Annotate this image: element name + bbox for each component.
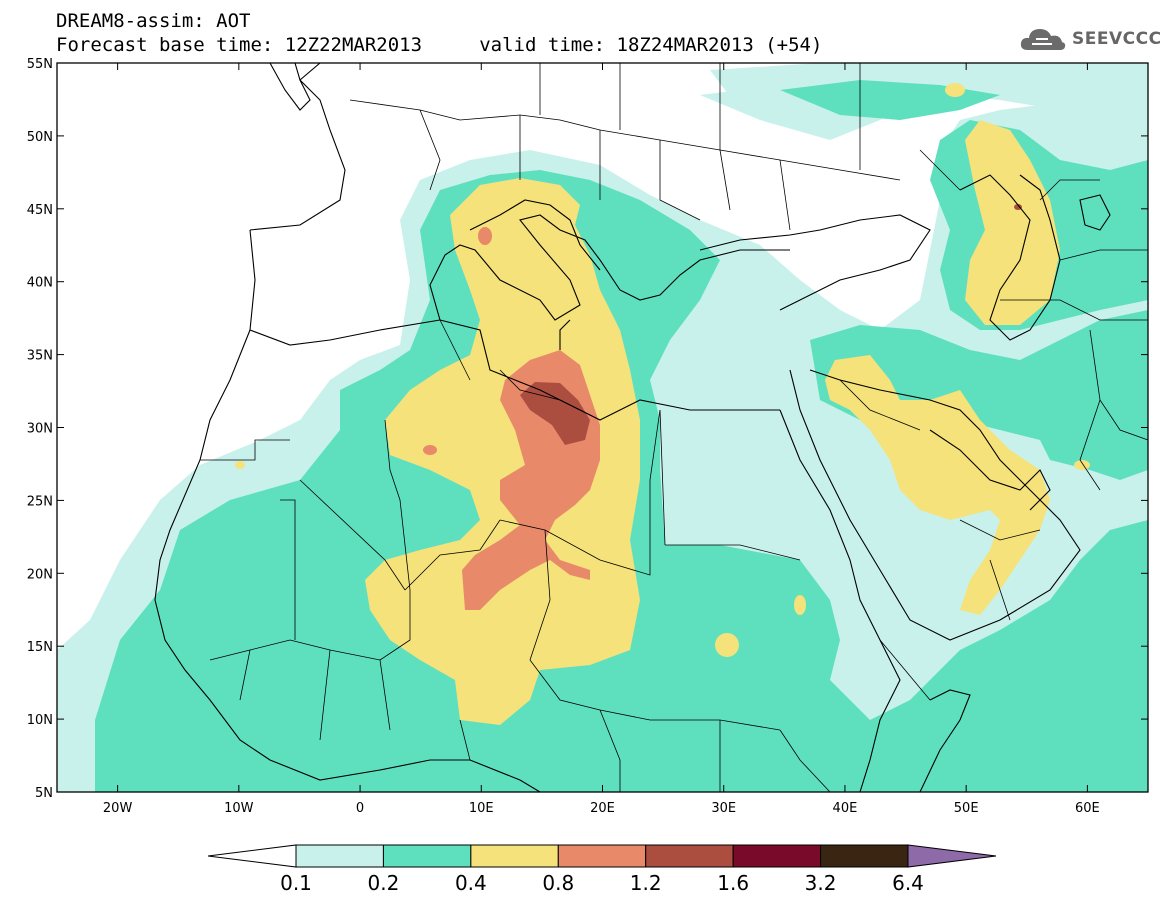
colorbar: 0.1 0.2 0.4 0.8 1.2 1.6 3.2 6.4	[207, 844, 997, 895]
lat-tick-label: 30N	[27, 422, 53, 437]
logo-text: SEEVCCC	[1072, 29, 1162, 49]
colorbar-label: 0.4	[455, 871, 487, 895]
colorbar-segment	[470, 844, 559, 868]
lat-tick-label: 10N	[27, 713, 53, 728]
lon-tick-label: 20E	[590, 801, 615, 816]
lat-tick-label: 15N	[27, 640, 53, 655]
aot-field	[57, 63, 1148, 792]
lat-tick-label: 20N	[27, 567, 53, 582]
lat-tick-label: 35N	[27, 349, 53, 364]
lat-tick-label: 5N	[35, 786, 53, 801]
lon-tick-label: 60E	[1075, 801, 1100, 816]
lon-tick-label: 10E	[469, 801, 494, 816]
lon-tick-label: 10W	[224, 801, 254, 816]
colorbar-segment	[557, 844, 647, 868]
cloud-icon	[1020, 29, 1066, 50]
colorbar-segment	[295, 844, 384, 868]
lat-tick-label: 25N	[27, 494, 53, 509]
lat-tick-label: 40N	[27, 276, 53, 291]
lon-tick-label: 50E	[954, 801, 979, 816]
latitude-axis: 5N 10N 15N 20N 25N 30N 35N 40N 45N 50N 55N	[27, 57, 1148, 801]
colorbar-label: 0.8	[542, 871, 574, 895]
colorbar-segment	[382, 844, 472, 868]
forecast-time-line: Forecast base time: 12Z22MAR2013 valid t…	[56, 34, 823, 56]
colorbar-segment	[645, 844, 734, 868]
aot-band-0.4	[365, 178, 640, 725]
coastlines	[154, 63, 1111, 792]
colorbar-label: 1.2	[630, 871, 662, 895]
colorbar-segment	[820, 844, 909, 868]
lat-tick-label: 55N	[27, 57, 53, 72]
longitude-axis: 20W 10W 0 10E 20E 30E 40E 50E 60E	[103, 63, 1100, 816]
aot-band-1.2	[520, 382, 590, 445]
colorbar-label: 1.6	[717, 871, 749, 895]
colorbar-label: 3.2	[805, 871, 837, 895]
colorbar-label: 0.2	[368, 871, 400, 895]
colorbar-label: 6.4	[892, 871, 924, 895]
lon-tick-label: 20W	[103, 801, 133, 816]
lon-tick-label: 40E	[833, 801, 858, 816]
colorbar-low-arrow	[207, 844, 297, 868]
seevccc-logo: SEEVCCC	[1018, 22, 1162, 56]
lat-tick-label: 50N	[27, 130, 53, 145]
lon-tick-label: 30E	[711, 801, 736, 816]
lon-tick-label: 0	[356, 801, 364, 816]
colorbar-segment	[732, 844, 822, 868]
colorbar-label: 0.1	[280, 871, 312, 895]
colorbar-high-arrow	[907, 844, 997, 868]
map-title: DREAM8-assim: AOT	[56, 10, 251, 32]
lat-tick-label: 45N	[27, 203, 53, 218]
country-borders	[200, 63, 1148, 792]
